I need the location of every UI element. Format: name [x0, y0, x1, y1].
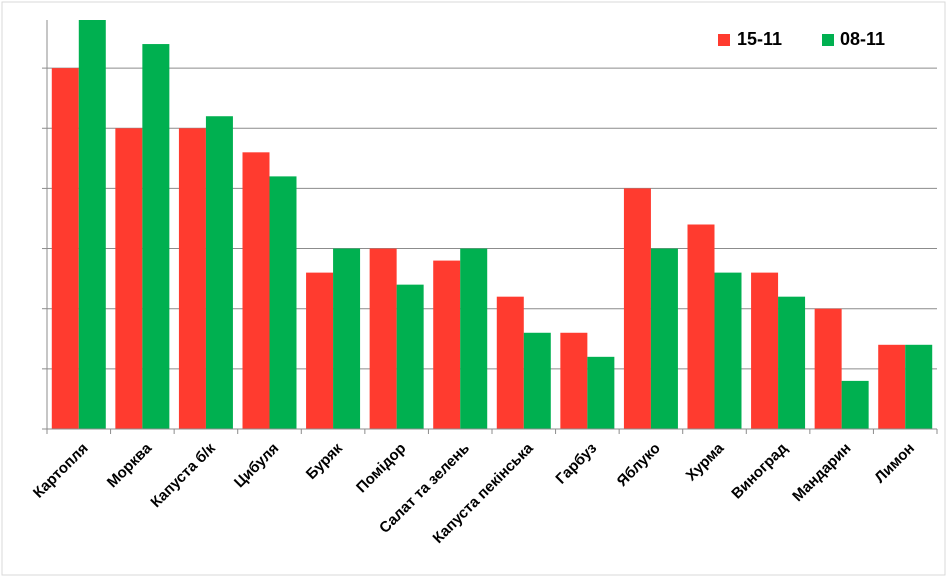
- bar-series-2-8: [587, 356, 615, 429]
- bar-series-1-2: [178, 128, 206, 429]
- bar-series-1-12: [814, 308, 842, 429]
- bar-series-2-2: [205, 116, 233, 429]
- bar-series-2-4: [333, 248, 361, 429]
- axes: [42, 20, 938, 434]
- legend-label-1: 15-11: [737, 29, 782, 49]
- bar-series-1-6: [433, 260, 461, 429]
- bar-series-1-13: [878, 344, 906, 429]
- legend-swatch-1: [718, 34, 730, 46]
- bar-series-1-11: [751, 272, 779, 429]
- bar-series-1-7: [496, 296, 524, 429]
- bar-series-1-10: [687, 224, 715, 429]
- bar-series-1-5: [369, 248, 397, 429]
- legend-label-2: 08-11: [840, 29, 885, 49]
- bar-series-1-9: [623, 188, 651, 429]
- bar-series-2-6: [460, 248, 488, 429]
- bar-series-2-3: [269, 176, 297, 429]
- bar-series-2-1: [142, 44, 170, 429]
- bar-series-2-11: [778, 296, 806, 429]
- legend: 15-11 08-11: [718, 29, 885, 49]
- bar-series-2-5: [396, 284, 424, 429]
- bars: [51, 20, 933, 429]
- bar-series-1-8: [560, 332, 588, 429]
- bar-series-2-13: [905, 344, 933, 429]
- bar-series-1-0: [51, 68, 79, 429]
- bar-series-1-3: [242, 152, 270, 429]
- bar-series-2-10: [714, 272, 742, 429]
- legend-swatch-2: [822, 34, 834, 46]
- bar-series-1-4: [306, 272, 334, 429]
- bar-series-2-9: [650, 248, 678, 429]
- bar-series-2-7: [523, 332, 551, 429]
- bar-series-2-0: [78, 20, 106, 429]
- bar-series-1-1: [115, 128, 143, 429]
- bar-series-2-12: [841, 380, 869, 429]
